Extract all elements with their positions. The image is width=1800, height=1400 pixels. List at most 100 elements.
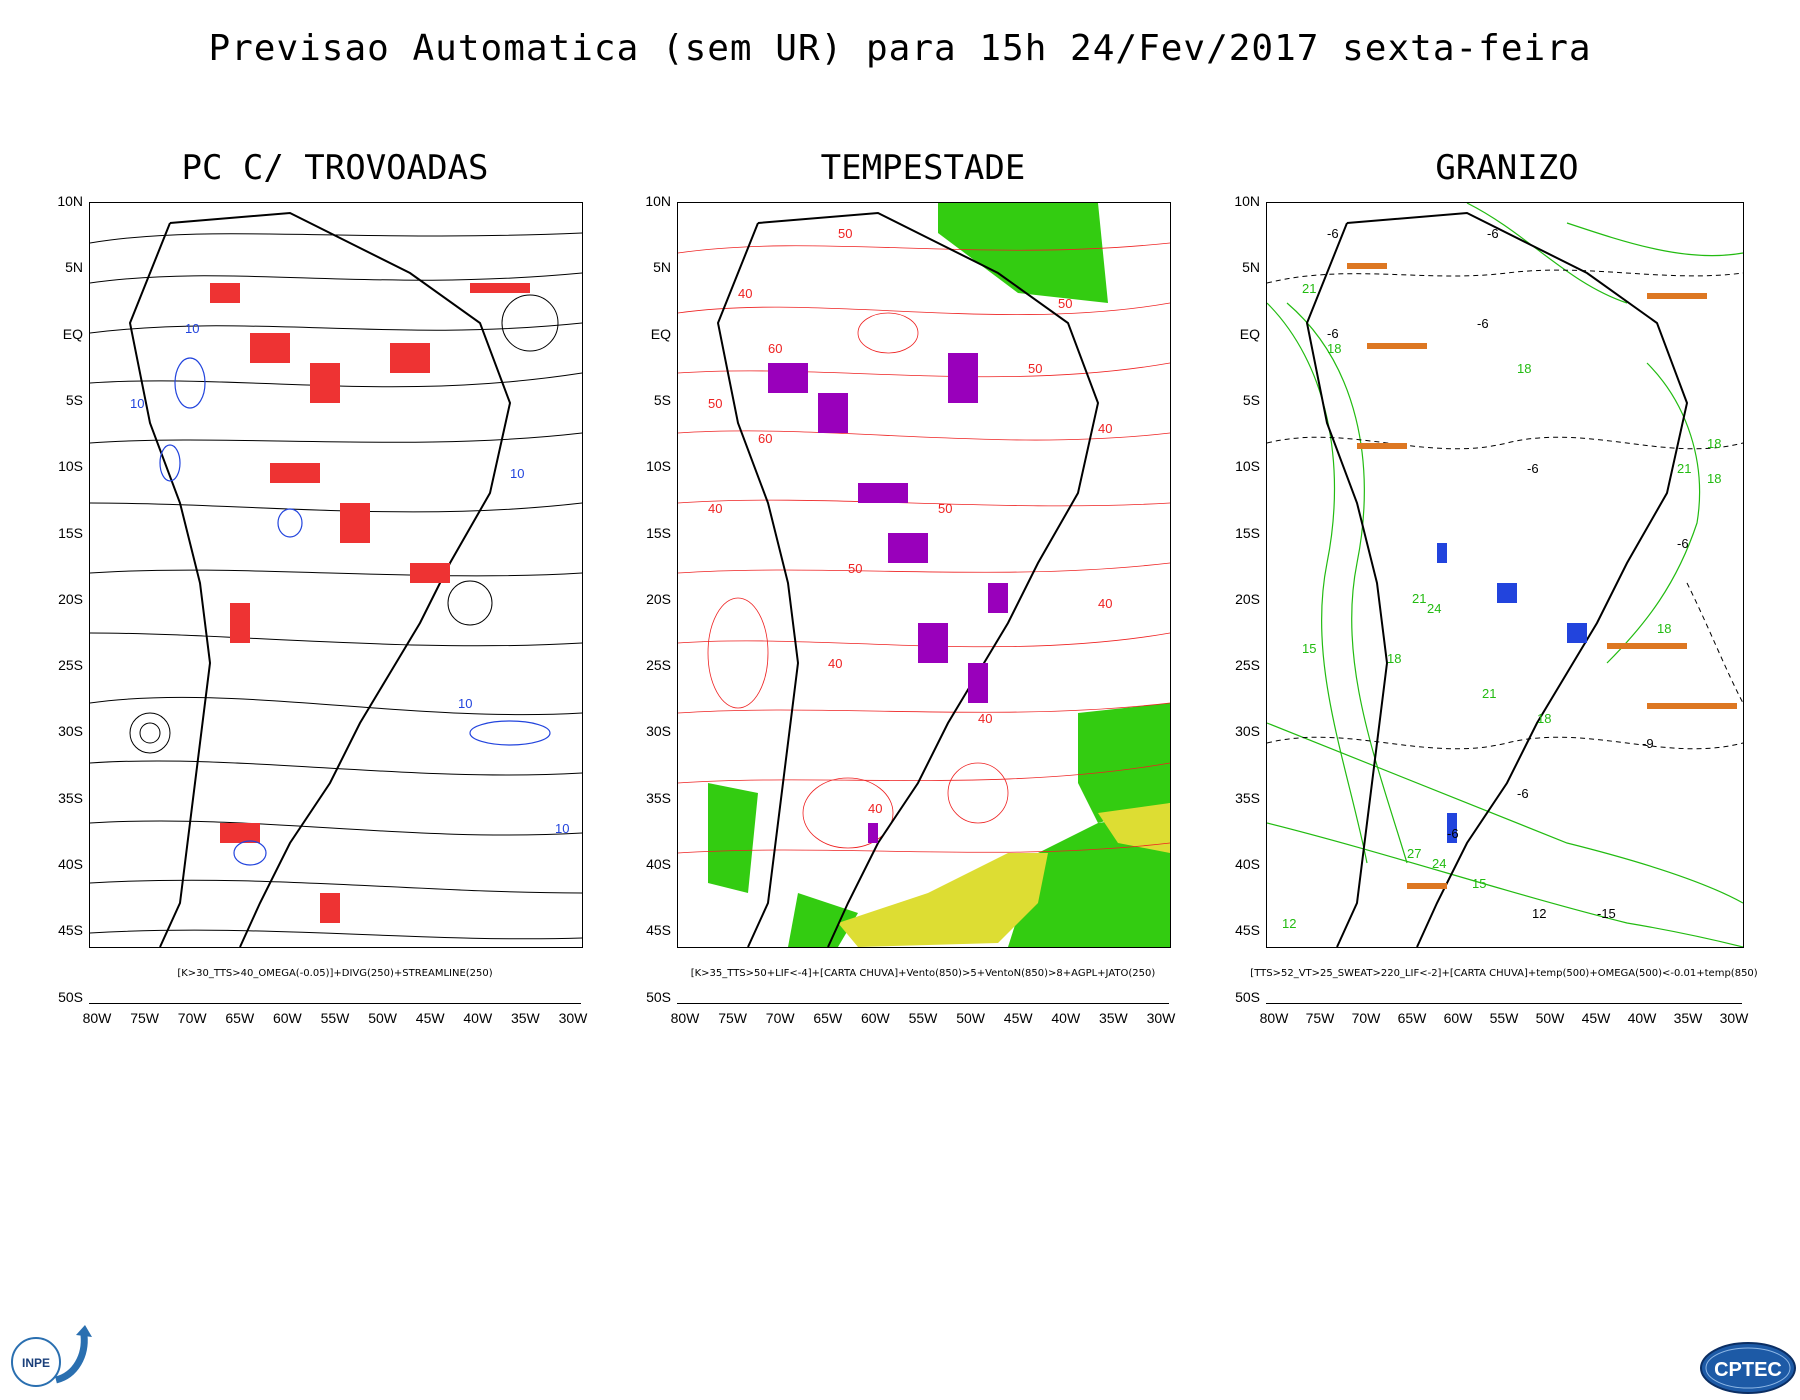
lat-label: 5S [65,391,83,408]
svg-text:-15: -15 [1597,906,1616,921]
svg-text:12: 12 [1532,906,1546,921]
shaded-areas [210,283,530,923]
lon-label: 75W [1305,1010,1335,1026]
svg-text:50: 50 [1028,361,1042,376]
lon-label: 55W [320,1010,350,1026]
lat-label: 30S [646,723,671,740]
lat-label: 25S [646,657,671,674]
lon-label: 70W [765,1010,795,1026]
svg-text:40: 40 [978,711,992,726]
caption: [TTS>52_VT>25_SWEAT>220_LIF<-2]+[CARTA C… [1250,968,1758,979]
yellow-fill [838,803,1170,947]
contour-labels: 10 10 10 10 10 [130,321,569,836]
lon-label: 65W [225,1010,255,1026]
svg-text:18: 18 [1517,361,1531,376]
svg-text:10: 10 [510,466,524,481]
lat-label: 25S [58,657,83,674]
orange-areas [1347,263,1737,889]
lat-label: 50S [1235,988,1260,1005]
svg-text:50: 50 [838,226,852,241]
lat-label: 20S [58,590,83,607]
lat-label: 15S [1235,524,1260,541]
lon-label: 70W [177,1010,207,1026]
streamlines [678,242,1170,854]
lon-label: 30W [1719,1010,1749,1026]
map-layer: 50 50 40 60 50 60 50 40 50 40 50 40 40 4… [678,203,1170,947]
lat-label: 45S [1235,922,1260,939]
lon-label: 70W [1351,1010,1381,1026]
svg-text:24: 24 [1432,856,1446,871]
svg-text:40: 40 [1098,421,1112,436]
lat-label: 20S [646,590,671,607]
svg-text:21: 21 [1677,461,1691,476]
lon-label: 30W [1146,1010,1176,1026]
lon-label: 45W [1003,1010,1033,1026]
svg-text:-6: -6 [1677,536,1689,551]
lon-label: 80W [1259,1010,1289,1026]
caption: [K>35_TTS>50+LIF<-4]+[CARTA CHUVA]+Vento… [690,968,1156,979]
panel-storm: TEMPESTADE [677,148,1171,1012]
contours [159,357,551,866]
panel-hail: GRANIZO [1250,148,1758,1004]
svg-text:21: 21 [1302,281,1316,296]
lat-label: 30S [1235,723,1260,740]
svg-text:18: 18 [1537,711,1551,726]
svg-text:40: 40 [1098,596,1112,611]
caption: [K>30_TTS>40_OMEGA(-0.05)]+DIVG(250)+STR… [177,968,493,979]
lon-label: 55W [908,1010,938,1026]
lat-label: 20S [1235,590,1260,607]
lon-label: 80W [82,1010,112,1026]
lat-label: 45S [646,922,671,939]
axis-strip [89,1003,581,1012]
lat-label: 45S [58,922,83,939]
lon-label: 50W [956,1010,985,1026]
svg-text:50: 50 [1058,296,1072,311]
svg-text:-6: -6 [1447,826,1459,841]
svg-text:10: 10 [130,396,144,411]
svg-text:21: 21 [1482,686,1496,701]
main-title: Previsao Automatica (sem UR) para 15h 24… [208,28,1592,69]
lat-label: 5S [1242,391,1260,408]
lon-label: 35W [510,1010,540,1026]
svg-text:60: 60 [768,341,782,356]
map-layer: 10 10 10 10 10 [90,211,582,947]
svg-text:12: 12 [1282,916,1296,931]
lat-label: 40S [58,856,83,872]
map-layer: -6 -6 -6 -6 21 18 18 18 18 21 18 -6 -6 1… [1267,203,1743,947]
lon-label: 80W [670,1010,700,1026]
lat-label: 15S [646,524,671,541]
map-frame: -6 -6 -6 -6 21 18 18 18 18 21 18 -6 -6 1… [1266,202,1744,948]
continent-outline [716,211,1100,947]
svg-text:18: 18 [1387,651,1401,666]
axis-strip [677,1003,1169,1012]
cptec-logo: CPTEC [1698,1340,1798,1396]
lat-label: 10S [646,458,671,475]
svg-text:-9: -9 [1642,736,1654,751]
lon-label: 75W [130,1010,159,1026]
svg-text:15: 15 [1472,876,1486,891]
svg-text:40: 40 [828,656,842,671]
lat-label: 50S [646,988,671,1005]
svg-text:18: 18 [1327,341,1341,356]
lat-label: 5N [1242,259,1260,276]
lon-label: 40W [463,1010,493,1026]
svg-text:-6: -6 [1477,316,1489,331]
lon-label: 50W [1535,1010,1565,1026]
shaded-areas [768,353,1008,843]
lon-label: 45W [415,1010,445,1026]
lon-label: 65W [813,1010,843,1026]
contour-labels: 50 50 40 60 50 60 50 40 50 40 50 40 40 4… [708,226,1112,816]
continent-outline [1305,211,1689,947]
lon-label: 65W [1397,1010,1427,1026]
lat-label: 5N [653,259,671,276]
lat-label: 10N [1234,193,1260,209]
svg-text:27: 27 [1407,846,1421,861]
lat-label: 30S [58,723,83,740]
inpe-logo: INPE [6,1325,94,1395]
svg-text:-6: -6 [1327,226,1339,241]
svg-text:40: 40 [868,801,882,816]
svg-text:24: 24 [1427,601,1441,616]
lon-label: 75W [718,1010,747,1026]
lat-label: 40S [646,856,671,872]
svg-text:-6: -6 [1327,326,1339,341]
